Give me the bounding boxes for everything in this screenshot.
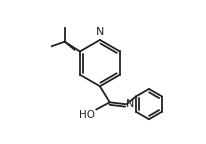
- Text: N: N: [125, 99, 133, 109]
- Text: N: N: [95, 27, 104, 37]
- Text: HO: HO: [79, 110, 95, 120]
